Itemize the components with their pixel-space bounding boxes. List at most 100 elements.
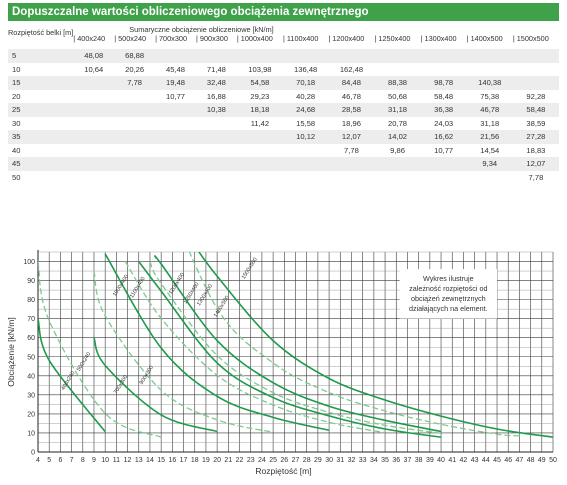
series-line-400x240 [38, 318, 106, 433]
load-cell: 140,38 [466, 76, 513, 90]
load-cell: 162,48 [328, 62, 375, 76]
load-cell: 18,18 [236, 103, 283, 117]
x-tick-label: 15 [157, 457, 165, 464]
load-cell [236, 157, 283, 171]
x-tick-label: 32 [348, 457, 356, 464]
y-tick-label: 50 [27, 354, 35, 361]
x-tick-label: 48 [527, 457, 535, 464]
load-cell: 14,54 [466, 143, 513, 157]
load-cell [73, 157, 115, 171]
span-cell: 20 [8, 89, 74, 103]
load-cell [114, 170, 156, 184]
x-tick-label: 24 [258, 457, 266, 464]
load-span-chart: 4 5 6 7 8 9 10 11 12 13 14 15 16 17 18 19 20 21 22 23 24 25 26… [0, 232, 567, 480]
load-cell: 21,56 [466, 130, 513, 144]
series-label: 1500x500 [241, 257, 259, 281]
page-title: Dopuszczalne wartości obliczeniowego obc… [8, 3, 559, 21]
x-tick-label: 42 [460, 457, 468, 464]
load-cell [195, 157, 237, 171]
load-cell [282, 49, 329, 63]
x-tick-label: 38 [415, 457, 423, 464]
series-line-1300x400 [154, 255, 442, 433]
load-cell: 58,48 [512, 103, 559, 117]
column-header: | 1200x400 [328, 34, 365, 43]
table-row: 40 7,78 9,86 10,77 14,54 18,83 [8, 143, 559, 157]
load-cell: 45,48 [155, 62, 196, 76]
load-cell [114, 130, 156, 144]
load-cell [282, 170, 329, 184]
y-tick-label: 60 [27, 335, 35, 342]
x-tick-label: 4 [36, 457, 40, 464]
x-tick-label: 37 [404, 457, 412, 464]
load-cell: 92,28 [512, 89, 559, 103]
y-tick-label: 0 [31, 450, 35, 457]
span-cell: 50 [8, 170, 74, 184]
load-cell: 10,77 [420, 143, 467, 157]
load-cell [114, 116, 156, 130]
load-cell [114, 143, 156, 157]
x-tick-label: 29 [314, 457, 322, 464]
load-cell [114, 157, 156, 171]
y-tick-label: 90 [27, 278, 35, 285]
load-cell: 20,78 [374, 116, 421, 130]
load-cell [236, 130, 283, 144]
load-cell: 9,34 [466, 157, 513, 171]
load-cell [420, 170, 467, 184]
load-cell: 29,23 [236, 89, 283, 103]
x-tick-label: 20 [213, 457, 221, 464]
series-label: 500x240 [76, 351, 92, 372]
series-line-1200x400 [138, 261, 442, 438]
load-cell: 15,58 [282, 116, 329, 130]
load-cell: 70,18 [282, 76, 329, 90]
y-tick-label: 10 [27, 430, 35, 437]
load-cell: 38,59 [512, 116, 559, 130]
load-cell [374, 157, 421, 171]
load-cell [195, 49, 237, 63]
column-header: | 1100x400 [282, 34, 319, 43]
load-cell [155, 157, 196, 171]
y-tick-label: 80 [27, 297, 35, 304]
load-cell: 50,68 [374, 89, 421, 103]
x-tick-label: 16 [168, 457, 176, 464]
span-cell: 25 [8, 103, 74, 117]
annotation-text: Wykres ilustruje zależność rozpiętości od… [409, 274, 488, 313]
load-cell [195, 143, 237, 157]
load-cell: 11,42 [236, 116, 283, 130]
x-tick-label: 7 [70, 457, 74, 464]
load-cell [155, 143, 196, 157]
load-cell: 31,18 [466, 116, 513, 130]
column-header: | 1300x400 [420, 34, 457, 43]
annotation-box [399, 269, 498, 319]
series-line-1500x500 [198, 252, 553, 438]
load-cell: 14,02 [374, 130, 421, 144]
table-row: 5 48,08 68,88 [8, 49, 559, 63]
load-cell [73, 130, 115, 144]
series-line-1100x400 [124, 261, 386, 434]
load-cell: 103,98 [236, 62, 283, 76]
load-cell [512, 76, 559, 90]
x-tick-label: 43 [471, 457, 479, 464]
y-tick-label: 100 [23, 259, 35, 266]
span-cell: 45 [8, 157, 74, 171]
span-cell: 40 [8, 143, 74, 157]
load-cell: 18,83 [512, 143, 559, 157]
load-cell [73, 76, 115, 90]
load-cell [155, 116, 196, 130]
x-tick-label: 12 [124, 457, 132, 464]
load-cell: 12,07 [328, 130, 375, 144]
load-cell: 54,58 [236, 76, 283, 90]
load-cell: 27,28 [512, 130, 559, 144]
x-tick-label: 46 [504, 457, 512, 464]
load-cell: 71,48 [195, 62, 237, 76]
load-cell [420, 62, 467, 76]
load-cell: 31,18 [374, 103, 421, 117]
column-header: | 1250x400 [374, 34, 411, 43]
span-header: Rozpiętość belki [m] [8, 28, 74, 37]
table-row: 25 10,38 18,18 24,68 28,58 31,18 36,38 46,78 58,… [8, 103, 559, 117]
load-cell [155, 170, 196, 184]
x-tick-label: 45 [493, 457, 501, 464]
load-cell: 16,88 [195, 89, 237, 103]
load-cell [466, 170, 513, 184]
load-cell [328, 170, 375, 184]
x-tick-label: 26 [280, 457, 288, 464]
